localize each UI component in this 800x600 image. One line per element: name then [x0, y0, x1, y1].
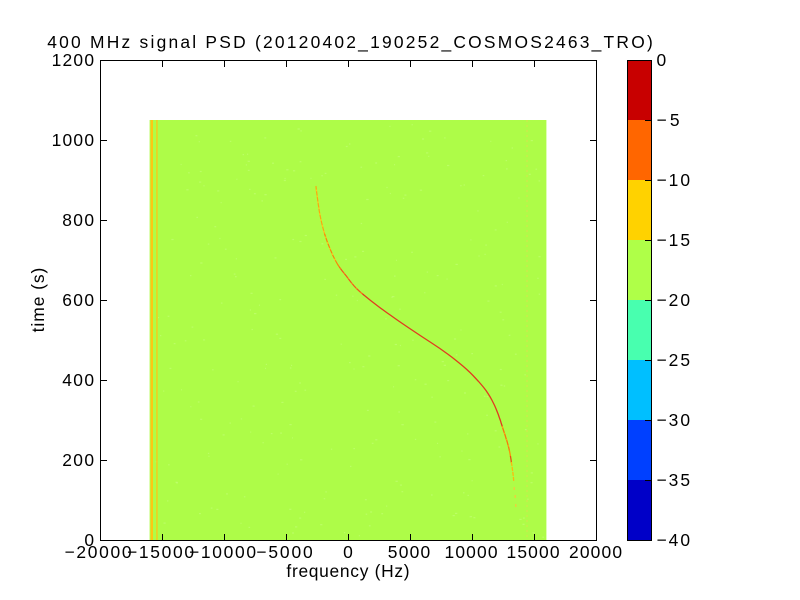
svg-text:−15: −15	[657, 230, 691, 250]
svg-text:400: 400	[62, 370, 94, 390]
svg-text:15000: 15000	[507, 542, 560, 562]
svg-text:0: 0	[657, 50, 667, 70]
svg-text:−5000: −5000	[256, 542, 312, 562]
svg-text:−35: −35	[657, 470, 691, 490]
svg-text:20000: 20000	[569, 542, 622, 562]
svg-text:time (s): time (s)	[28, 268, 48, 333]
svg-text:0: 0	[343, 542, 353, 562]
svg-text:400 MHz signal PSD (20120402_1: 400 MHz signal PSD (20120402_190252_COSM…	[47, 32, 653, 52]
svg-text:200: 200	[62, 450, 94, 470]
svg-text:1000: 1000	[52, 130, 94, 150]
svg-text:0: 0	[84, 530, 94, 550]
svg-text:−30: −30	[657, 410, 691, 430]
svg-text:800: 800	[62, 210, 94, 230]
svg-text:−40: −40	[657, 530, 691, 550]
svg-text:−20: −20	[657, 290, 691, 310]
svg-text:600: 600	[62, 290, 94, 310]
svg-text:−25: −25	[657, 350, 691, 370]
svg-text:−10: −10	[657, 170, 691, 190]
svg-text:10000: 10000	[445, 542, 498, 562]
svg-text:5000: 5000	[388, 542, 430, 562]
svg-text:frequency (Hz): frequency (Hz)	[286, 561, 409, 581]
svg-text:1200: 1200	[52, 50, 94, 70]
